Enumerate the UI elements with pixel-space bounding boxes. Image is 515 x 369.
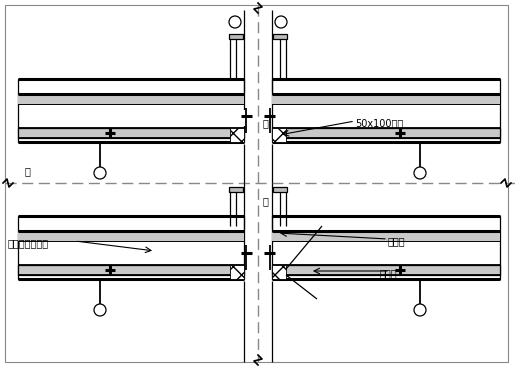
Bar — [18, 231, 244, 279]
Bar — [230, 128, 244, 142]
Bar — [273, 187, 287, 192]
Text: 钢管架: 钢管架 — [380, 268, 398, 278]
Bar — [229, 34, 243, 39]
Bar — [18, 231, 244, 241]
Circle shape — [275, 16, 287, 28]
Bar — [18, 94, 244, 104]
Bar — [272, 231, 500, 241]
Circle shape — [94, 304, 106, 316]
Bar — [272, 94, 500, 104]
Text: 柱: 柱 — [263, 196, 269, 206]
Bar — [272, 94, 500, 142]
Bar — [18, 216, 244, 231]
Circle shape — [229, 16, 241, 28]
Text: 竹胶板: 竹胶板 — [388, 236, 406, 246]
Text: 梁: 梁 — [263, 118, 269, 128]
Bar — [229, 187, 243, 192]
Bar — [272, 216, 500, 231]
Bar — [272, 265, 500, 275]
Bar — [272, 265, 286, 279]
Bar — [18, 128, 244, 138]
Text: 50x100木方: 50x100木方 — [355, 118, 403, 128]
Text: 梁: 梁 — [25, 166, 31, 176]
Circle shape — [414, 304, 426, 316]
Bar — [18, 265, 244, 275]
Bar — [272, 128, 500, 138]
Circle shape — [94, 167, 106, 179]
Bar — [18, 94, 244, 142]
Bar — [230, 265, 244, 279]
Circle shape — [414, 167, 426, 179]
Bar — [273, 34, 287, 39]
Bar — [272, 79, 500, 94]
Bar — [18, 79, 244, 94]
Bar — [272, 231, 500, 279]
Text: 可调托支撑加固: 可调托支撑加固 — [8, 238, 49, 248]
Bar — [272, 128, 286, 142]
